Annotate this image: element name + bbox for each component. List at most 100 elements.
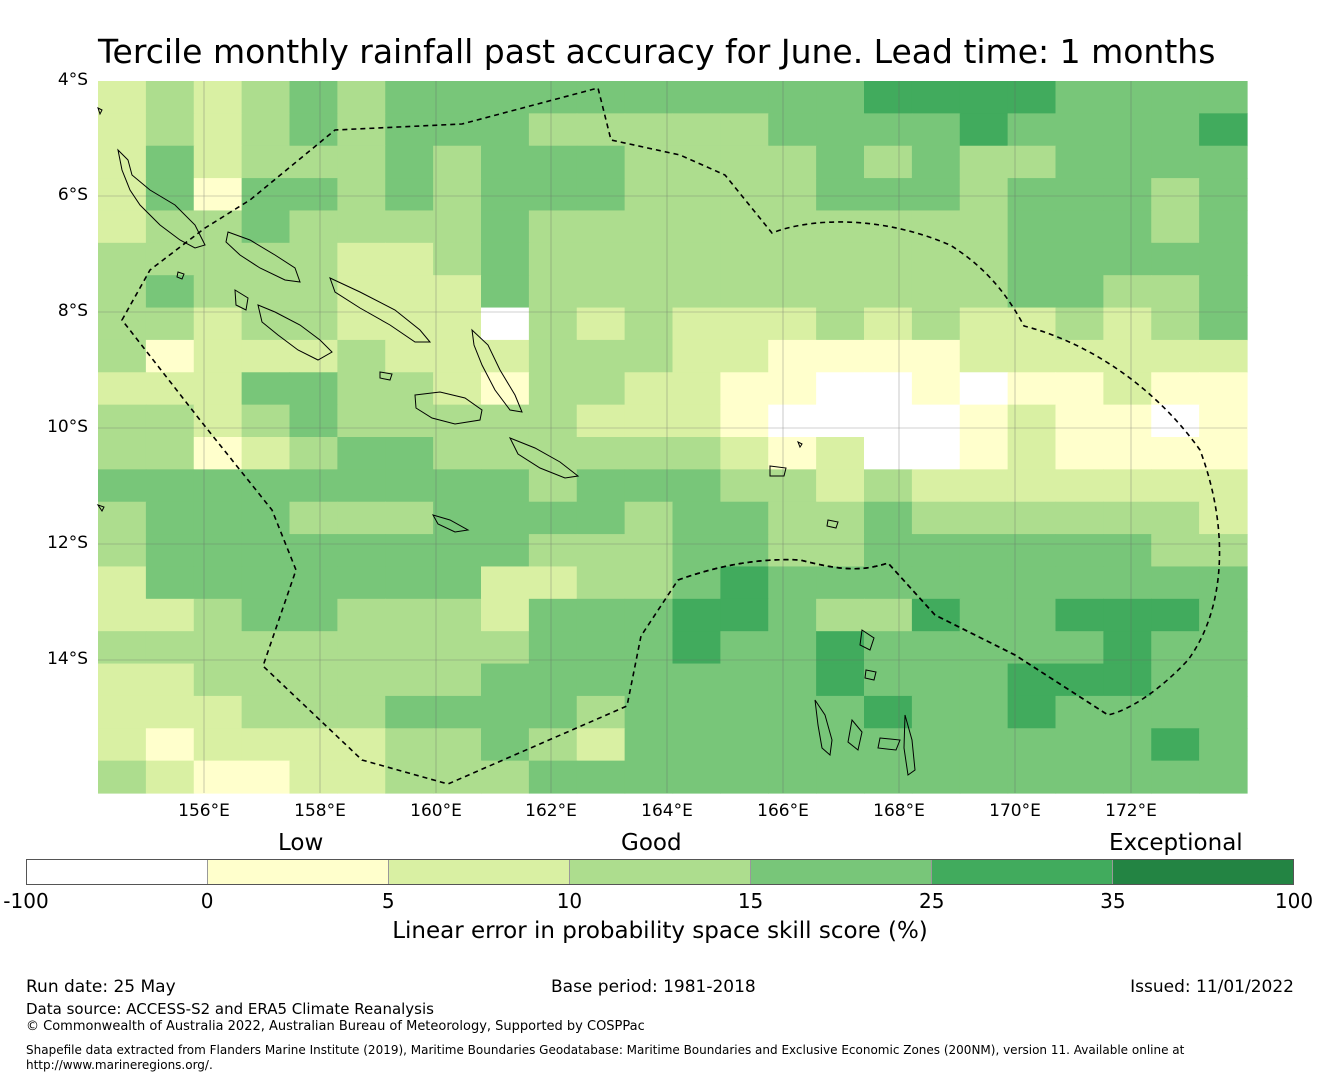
- grid-cell: [959, 145, 1009, 179]
- grid-cell: [528, 534, 578, 568]
- grid-cell: [193, 728, 243, 762]
- grid-cell: [1103, 566, 1152, 600]
- grid-cell: [864, 404, 913, 438]
- grid-cell: [576, 663, 626, 697]
- grid-cell: [1103, 534, 1152, 568]
- grid-cell: [959, 631, 1009, 665]
- grid-cell: [1199, 307, 1248, 341]
- grid-cell: [911, 210, 961, 244]
- grid-cell: [816, 695, 865, 729]
- grid-cell: [289, 469, 338, 503]
- grid-cell: [193, 178, 243, 212]
- grid-cell: [720, 81, 769, 114]
- grid-cell: [481, 404, 530, 438]
- grid-cell: [576, 275, 626, 309]
- grid-cell: [145, 534, 195, 568]
- grid-cell: [193, 534, 243, 568]
- grid-cell: [1151, 631, 1200, 665]
- grid-cell: [145, 275, 195, 309]
- grid-cell: [241, 469, 291, 503]
- grid-cell: [672, 242, 721, 276]
- grid-cell: [433, 534, 482, 568]
- grid-cell: [768, 469, 817, 503]
- grid-cell: [959, 598, 1009, 632]
- grid-cell: [672, 695, 721, 729]
- grid-cell: [481, 695, 530, 729]
- grid-cell: [768, 242, 817, 276]
- grid-cell: [241, 404, 291, 438]
- grid-cell: [1151, 275, 1200, 309]
- grid-cell: [959, 178, 1009, 212]
- grid-cell: [911, 145, 961, 179]
- grid-cell: [481, 113, 530, 147]
- grid-cell: [193, 695, 243, 729]
- grid-cell: [1103, 178, 1152, 212]
- grid-cell: [241, 372, 291, 406]
- grid-cell: [385, 242, 434, 276]
- grid-cell: [959, 566, 1009, 600]
- grid-cell: [337, 695, 386, 729]
- longitude-label: 156°E: [178, 801, 230, 821]
- longitude-label: 164°E: [641, 801, 693, 821]
- grid-cell: [1199, 631, 1248, 665]
- grid-cell: [1007, 81, 1057, 114]
- grid-cell: [528, 728, 578, 762]
- grid-cell: [145, 307, 195, 341]
- latitude-label: 8°S: [57, 301, 88, 321]
- grid-cell: [768, 404, 817, 438]
- grid-cell: [385, 695, 434, 729]
- grid-cell: [1007, 534, 1057, 568]
- grid-cell: [1055, 534, 1104, 568]
- grid-cell: [1103, 210, 1152, 244]
- grid-cell: [1103, 242, 1152, 276]
- grid-cell: [145, 437, 195, 470]
- grid-cell: [385, 663, 434, 697]
- colorbar-segment: [1113, 860, 1293, 884]
- grid-cell: [289, 81, 338, 114]
- guadalcanal-island: [414, 391, 483, 425]
- grid-cell: [720, 145, 769, 179]
- grid-cell: [433, 210, 482, 244]
- grid-cell: [768, 598, 817, 632]
- grid-cell: [768, 145, 817, 179]
- grid-cell: [768, 663, 817, 697]
- grid-cell: [1151, 501, 1200, 535]
- grid-cell: [241, 760, 291, 794]
- choiseul-island: [225, 231, 301, 283]
- grid-cell: [1055, 501, 1104, 535]
- grid-cell: [911, 534, 961, 568]
- grid-cell: [911, 81, 961, 114]
- grid-cell: [1055, 339, 1104, 373]
- grid-cell: [337, 534, 386, 568]
- grid-cell: [864, 566, 913, 600]
- grid-cell: [145, 598, 195, 632]
- grid-cell: [1151, 404, 1200, 438]
- grid-cell: [193, 631, 243, 665]
- grid-cell: [576, 178, 626, 212]
- grid-cell: [289, 339, 338, 373]
- grid-cell: [481, 145, 530, 179]
- efate-island: [877, 737, 901, 751]
- grid-cell: [241, 339, 291, 373]
- grid-cell: [1199, 469, 1248, 503]
- grid-cell: [864, 760, 913, 794]
- grid-cell: [193, 145, 243, 179]
- data-source: Data source: ACCESS-S2 and ERA5 Climate …: [26, 1000, 434, 1018]
- grid-cell: [768, 534, 817, 568]
- grid-cell: [1103, 437, 1152, 470]
- grid-cell: [959, 210, 1009, 244]
- grid-cell: [1199, 437, 1248, 470]
- skill-map: [96, 81, 1248, 794]
- grid-cell: [720, 339, 769, 373]
- grid-cell: [864, 534, 913, 568]
- malakula-island: [847, 718, 863, 751]
- grid-cell: [98, 372, 147, 406]
- grid-cell: [1007, 339, 1057, 373]
- grid-cell: [672, 566, 721, 600]
- grid-cell: [528, 760, 578, 794]
- grid-cell: [481, 81, 530, 114]
- grid-cell: [624, 437, 674, 470]
- grid-cell: [98, 307, 147, 341]
- small-island-e: [97, 107, 103, 116]
- grid-cell: [911, 598, 961, 632]
